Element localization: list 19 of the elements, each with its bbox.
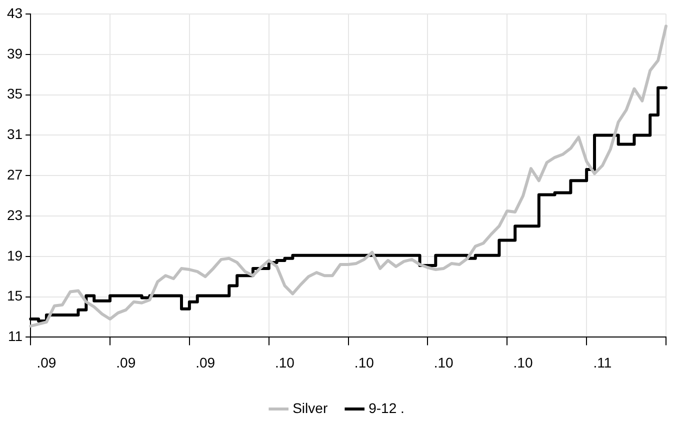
y-tick-label: 15 [6,288,23,304]
y-tick-label: 27 [6,166,23,182]
x-tick-label: .11 [593,354,612,370]
y-tick-label: 19 [6,247,23,264]
x-tick-label: .10 [513,354,533,370]
x-tick-label: .10 [354,354,374,370]
x-tick-label: .10 [275,354,295,370]
legend-label: 9-12 . [368,400,404,416]
y-tick-label: 35 [6,86,23,102]
x-tick-label: .09 [36,354,56,370]
y-tick-label: 31 [6,126,23,142]
x-tick-label: .09 [196,354,216,370]
x-tick-label: .09 [116,354,136,370]
legend-label: Silver [292,400,328,416]
y-tick-label: 11 [8,328,23,344]
y-tick-label: 23 [6,206,23,223]
x-tick-label: .10 [434,354,454,370]
y-tick-label: 39 [6,45,23,62]
y-tick-label: 43 [6,4,23,21]
